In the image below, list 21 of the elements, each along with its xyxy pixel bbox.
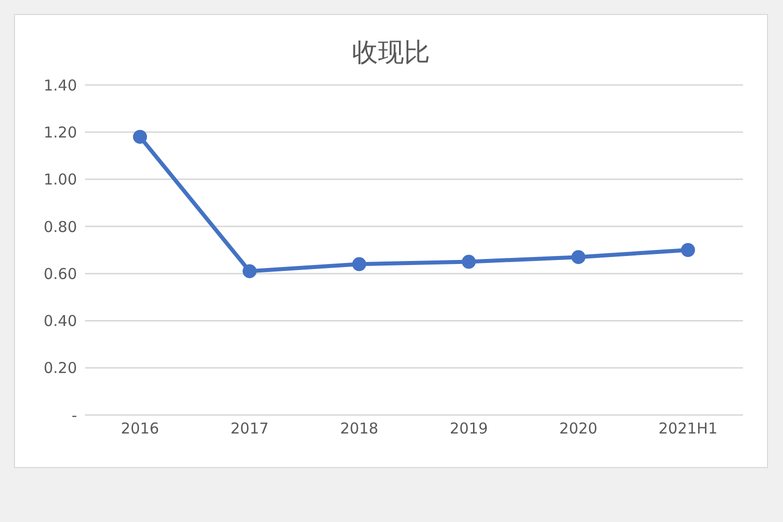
chart-title: 收现比 [351, 37, 431, 70]
point [242, 264, 257, 278]
y-tick-label: 0.40 [44, 312, 77, 330]
x-tick-label: 2021H1 [658, 420, 718, 438]
point [352, 257, 366, 272]
y-tick-label: 1.00 [44, 170, 77, 189]
point [571, 250, 586, 264]
point [681, 243, 695, 257]
x-tick-label: 2016 [120, 420, 160, 438]
y-tick-label: - [72, 406, 77, 424]
y-tick-label: 1.20 [44, 123, 77, 142]
point [133, 130, 147, 144]
y-tick-label: 1.40 [44, 76, 77, 94]
x-tick-label: 2017 [230, 420, 269, 438]
y-tick-label: 0.60 [44, 264, 77, 283]
point [462, 254, 476, 269]
x-tick-label: 2019 [450, 420, 488, 438]
x-tick-label: 2018 [340, 420, 378, 438]
y-tick-label: 0.80 [44, 218, 77, 236]
y-tick-label: 0.20 [44, 359, 77, 378]
x-tick-label: 2020 [559, 420, 598, 438]
